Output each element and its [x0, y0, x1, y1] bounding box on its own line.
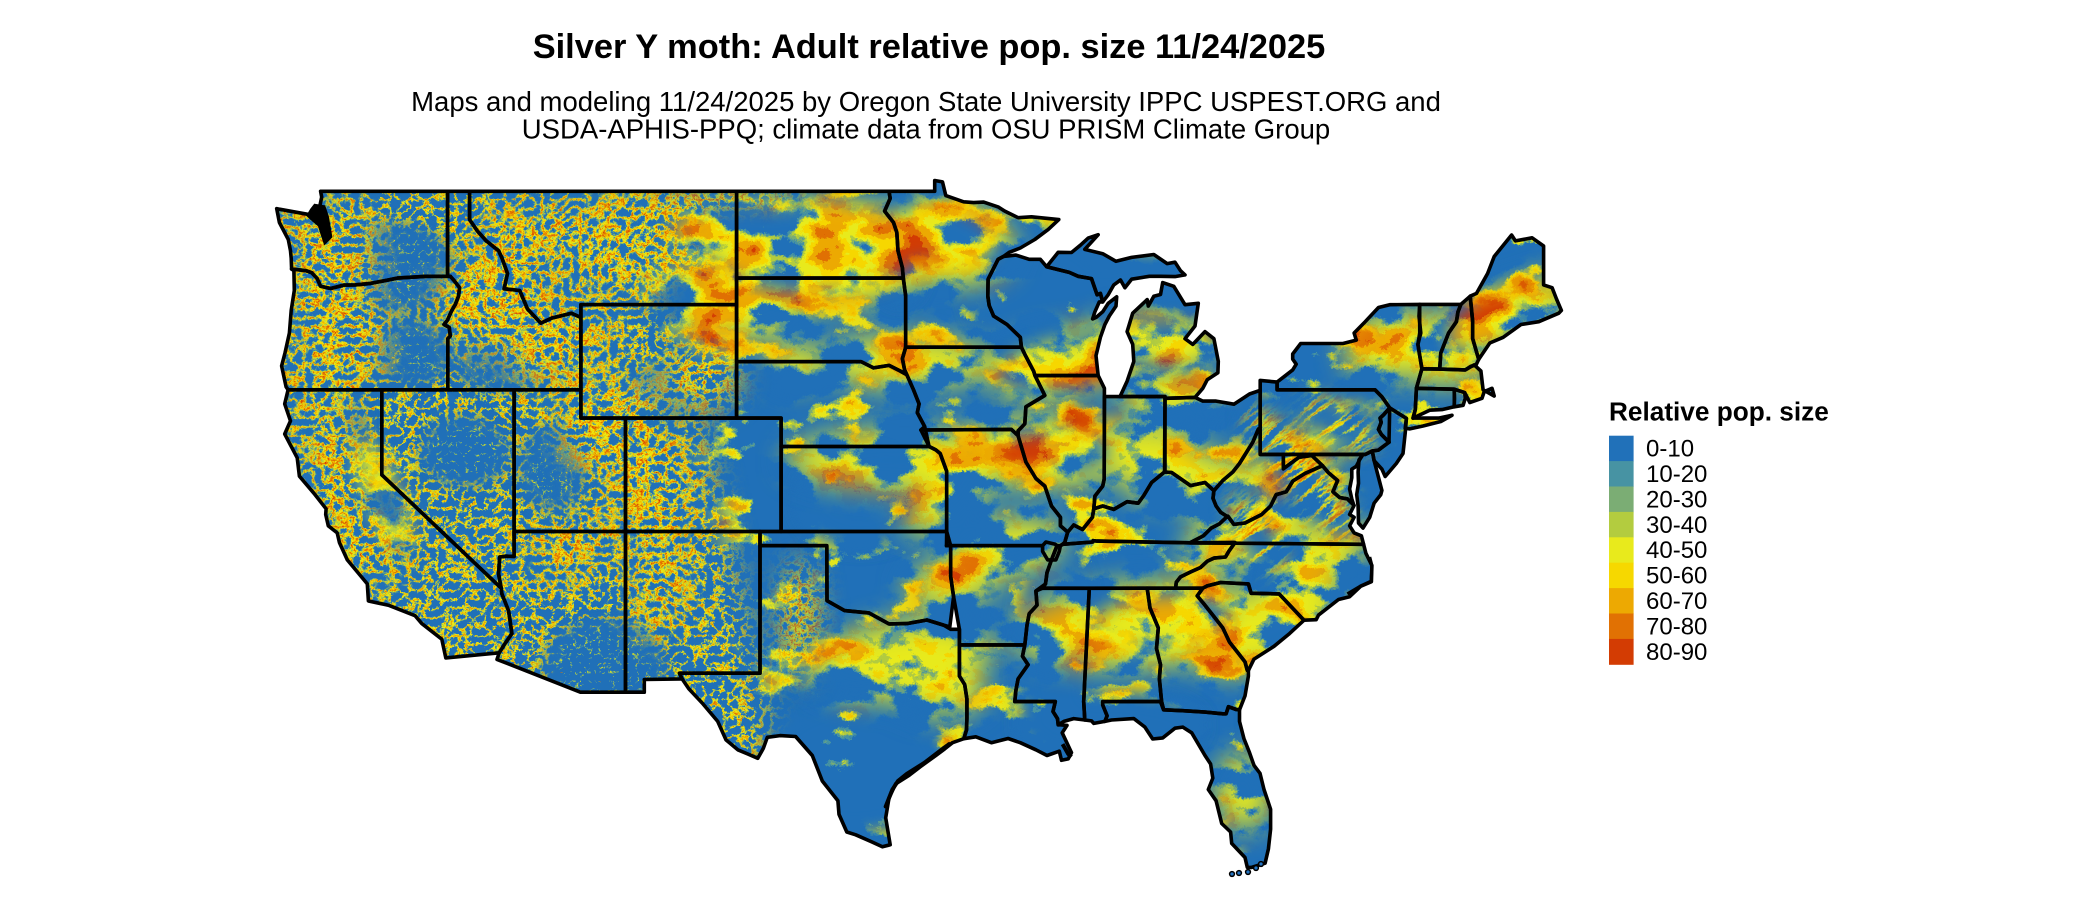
svg-text:Maps and modeling 11/24/2025 b: Maps and modeling 11/24/2025 by Oregon S… — [411, 86, 1441, 117]
svg-text:80-90: 80-90 — [1646, 639, 1707, 666]
svg-text:50-60: 50-60 — [1646, 563, 1707, 590]
svg-text:USDA-APHIS-PPQ; climate data f: USDA-APHIS-PPQ; climate data from OSU PR… — [522, 114, 1330, 145]
svg-text:30-40: 30-40 — [1646, 512, 1707, 539]
svg-text:Silver Y moth: Adult relative: Silver Y moth: Adult relative pop. size … — [533, 28, 1326, 66]
svg-text:Relative pop. size: Relative pop. size — [1609, 397, 1829, 427]
svg-text:70-80: 70-80 — [1646, 613, 1707, 640]
svg-text:20-30: 20-30 — [1646, 486, 1707, 513]
svg-text:60-70: 60-70 — [1646, 588, 1707, 615]
svg-text:10-20: 10-20 — [1646, 461, 1707, 488]
svg-text:40-50: 40-50 — [1646, 537, 1707, 564]
svg-text:0-10: 0-10 — [1646, 436, 1694, 463]
